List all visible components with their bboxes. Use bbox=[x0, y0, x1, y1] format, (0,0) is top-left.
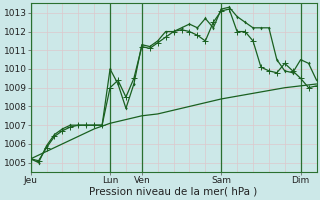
X-axis label: Pression niveau de la mer( hPa ): Pression niveau de la mer( hPa ) bbox=[90, 187, 258, 197]
